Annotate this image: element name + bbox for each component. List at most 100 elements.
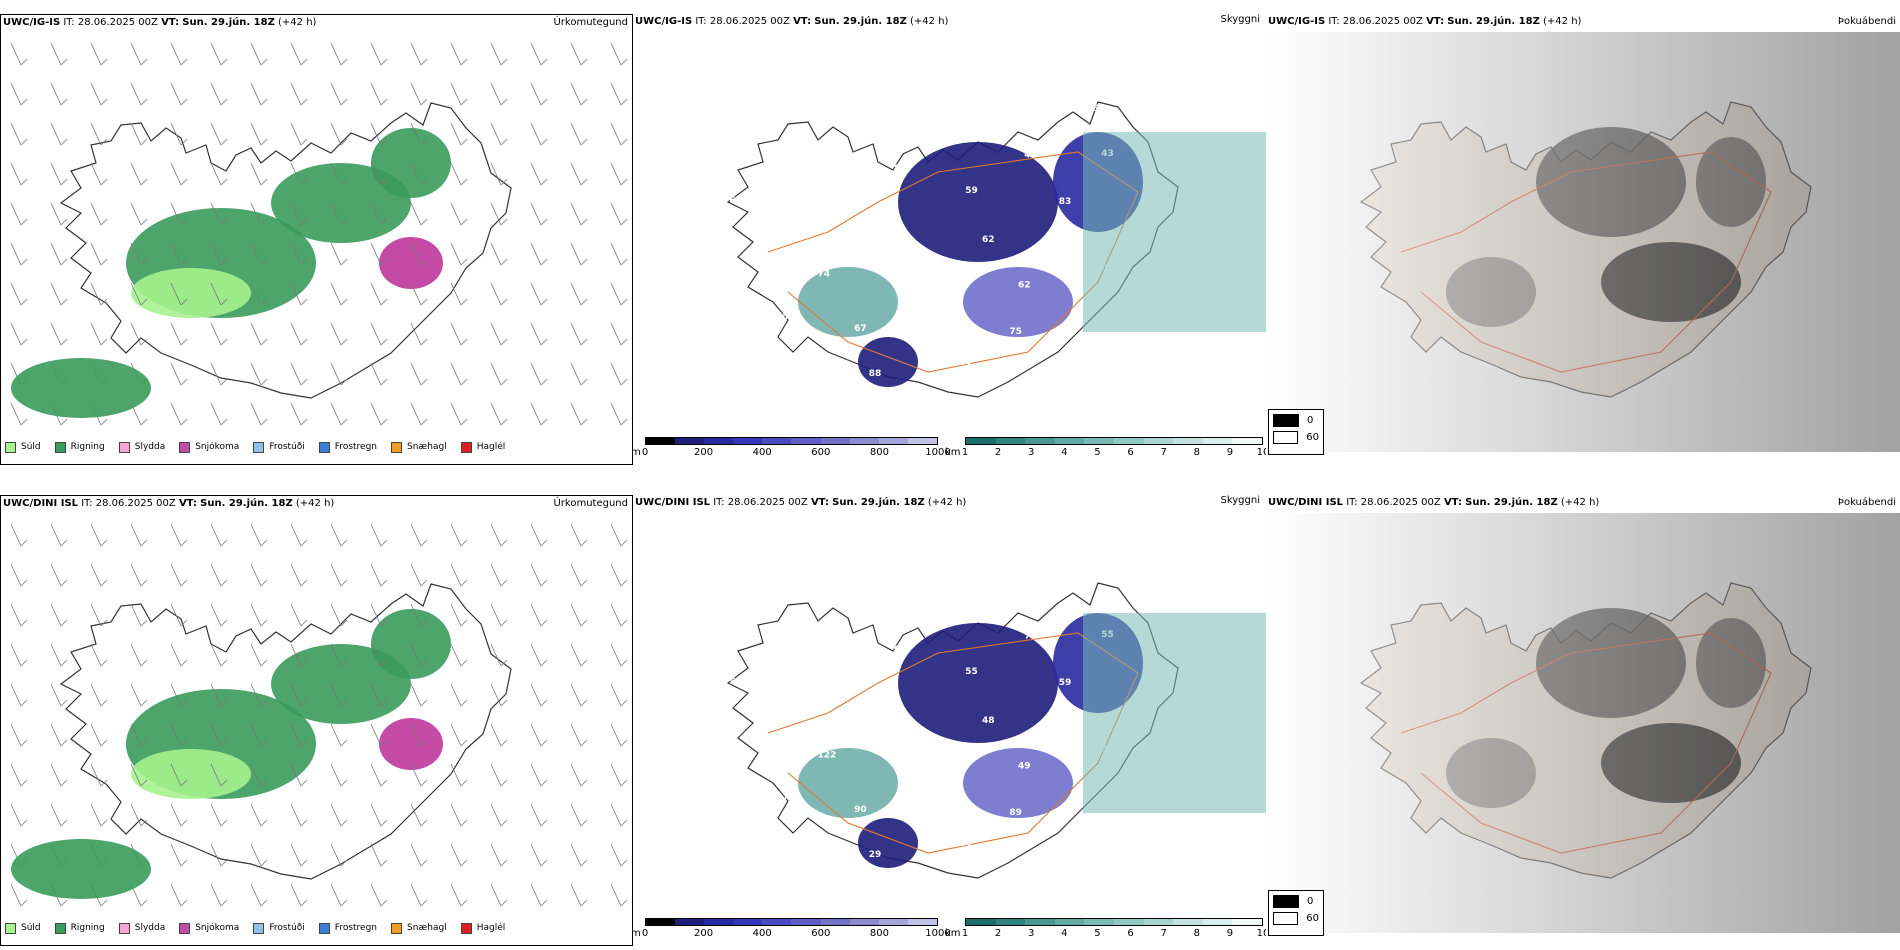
fog-index-panel-top: UWC/IG-IS IT: 28.06.2025 00Z VT: Sun. 29… (1266, 14, 1900, 465)
ceiling-label: 49 (1018, 761, 1031, 771)
colorbar-tick: 3 (1028, 447, 1035, 458)
fog-legend-swatch (1273, 912, 1299, 925)
ceiling-label: 78 (950, 71, 963, 81)
visibility-area (798, 267, 898, 337)
visibility-field (1083, 613, 1266, 813)
colorbar-tick: 6 (1127, 447, 1134, 458)
legend-item: Snæhagl (391, 441, 447, 453)
ceiling-label: 59 (965, 186, 978, 196)
colorbar-tick: 10 (1256, 928, 1266, 939)
panel-title: Skyggni (1220, 14, 1260, 25)
visibility-colorbar: km1 2 3 4 5 6 7 8 9 10 (945, 437, 1266, 465)
legend-swatch (54, 441, 66, 453)
colorbar-tick: 400 (752, 928, 772, 939)
legend-item: Frostúði (253, 922, 305, 934)
ceiling-label: 83 (1059, 197, 1072, 207)
ceiling-label: 80 (1079, 352, 1092, 362)
ceiling-visibility-map: 6253596251831118710574417565616773646643… (670, 71, 1266, 398)
legend-label: Súld (21, 923, 41, 933)
colorbar-tick: 1 (961, 928, 969, 939)
snow-area (379, 718, 443, 770)
panel-header: UWC/IG-IS IT: 28.06.2025 00Z VT: Sun. 29… (635, 16, 949, 27)
legend-item: Rigning (54, 441, 105, 453)
legend-item: Haglél (460, 441, 505, 453)
colorbar-tick: 7 (1160, 928, 1167, 939)
fog-index-panel-bottom: UWC/DINI ISL IT: 28.06.2025 00Z VT: Sun.… (1266, 495, 1900, 946)
colorbar-unit: m (633, 928, 641, 939)
panel-title: Þokuábendi (1837, 497, 1896, 508)
ceiling-label: 82 (1079, 833, 1092, 843)
precip-type-panel-top: UWC/IG-IS IT: 28.06.2025 00Z VT: Sun. 29… (0, 14, 633, 465)
colorbar-tick: 4 (1061, 928, 1068, 939)
rain-area (271, 163, 411, 243)
colorbar-unit: m (633, 447, 641, 458)
ceiling-label: 53 (710, 278, 723, 288)
ceiling-label: 34 (739, 143, 752, 153)
legend-swatch (391, 922, 403, 934)
colorbar-tick: 0 (641, 928, 649, 939)
ceiling-label: 47 (776, 793, 789, 803)
ceiling-label: 62 (1018, 280, 1031, 290)
legend-swatch (179, 441, 191, 453)
legend-item: Slydda (118, 441, 165, 453)
ceiling-label: 49 (909, 742, 922, 752)
ceiling-label: 82 (817, 140, 830, 150)
colorbar-tick: 400 (752, 447, 772, 458)
ceiling-label: 53 (909, 261, 922, 271)
colorbar-tick: 7 (1160, 447, 1167, 458)
drizzle-area (131, 749, 251, 799)
ceiling-label: 58 (729, 677, 742, 687)
colorbar-tick: 800 (869, 928, 889, 939)
drizzle-area (131, 268, 251, 318)
panel-title: Úrkomutegund (553, 498, 628, 509)
fog-index-legend: 0 60 (1268, 890, 1324, 936)
colorbar-tick: 600 (811, 928, 831, 939)
panel-title: Úrkomutegund (553, 17, 628, 28)
ceiling-label: 75 (1009, 327, 1022, 337)
legend-label: Frostregn (334, 923, 378, 933)
precip-type-panel-bottom: UWC/DINI ISL IT: 28.06.2025 00Z VT: Sun.… (0, 495, 633, 946)
ceiling-visibility-map: 4849554946594769581227589676090827255551… (726, 582, 1266, 879)
colorbar-tick: 0 (641, 447, 649, 458)
ceiling-label: 87 (894, 164, 907, 174)
legend-swatch (253, 922, 265, 934)
ceiling-colorbar: m 0 200 400 600 800 1000 (633, 437, 951, 465)
ceiling-label: 108 (867, 99, 886, 109)
ceiling-label: 59 (1059, 678, 1072, 688)
visibility-area (798, 748, 898, 818)
legend-swatch (318, 922, 330, 934)
ceiling-panel-top: UWC/IG-IS IT: 28.06.2025 00Z VT: Sun. 29… (633, 14, 1266, 465)
panel-header: UWC/IG-IS IT: 28.06.2025 00Z VT: Sun. 29… (3, 17, 317, 28)
legend-item: Frostúði (253, 441, 305, 453)
legend-item: Rigning (54, 922, 105, 934)
colorbar-unit: km (945, 928, 961, 939)
snow-area (379, 237, 443, 289)
legend-swatch (460, 441, 472, 453)
colorbar-tick: 4 (1061, 447, 1068, 458)
legend-swatch (118, 441, 130, 453)
ceiling-label: 74 (818, 270, 831, 280)
ceiling-label: 88 (869, 369, 882, 379)
ceiling-label: 29 (869, 850, 882, 860)
legend-item: Frostregn (318, 441, 378, 453)
colorbar-tick: 6 (1127, 928, 1134, 939)
colorbar-tick: 2 (994, 928, 1002, 939)
legend-swatch (460, 922, 472, 934)
ceiling-label: 65 (808, 186, 821, 196)
ceiling-label: 135 (777, 357, 796, 367)
colorbar-tick: 3 (1028, 928, 1035, 939)
legend-label: Frostregn (334, 442, 378, 452)
ceiling-label: 62 (982, 235, 995, 245)
precip-type-map (10, 523, 628, 907)
colorbar-tick: 9 (1226, 928, 1234, 939)
legend-label: Rigning (70, 923, 105, 933)
colorbar-tick: 200 (694, 447, 714, 458)
panel-header: UWC/DINI ISL IT: 28.06.2025 00Z VT: Sun.… (3, 498, 335, 509)
legend-label: Súld (21, 442, 41, 452)
fog-legend-label: 0 (1307, 415, 1314, 426)
fog-index-map (1266, 32, 1900, 452)
legend-swatch (253, 441, 265, 453)
colorbar-tick: 800 (869, 447, 889, 458)
colorbar-tick: 8 (1193, 928, 1200, 939)
legend-label: Rigning (70, 442, 105, 452)
